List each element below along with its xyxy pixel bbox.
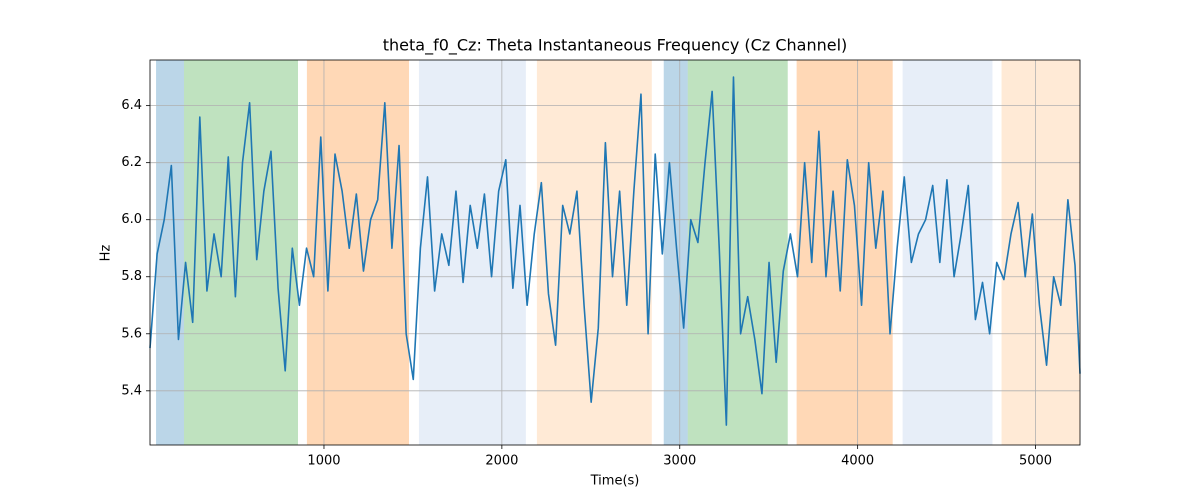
x-tick-label: 3000 (663, 454, 696, 469)
span (306, 60, 410, 445)
y-tick-label: 5.4 (121, 383, 142, 398)
x-tick-label: 2000 (485, 454, 518, 469)
y-tick-label: 5.8 (121, 269, 142, 284)
plot (149, 76, 1081, 426)
y-tick-label: 6.0 (121, 212, 142, 227)
data-line (149, 76, 1081, 426)
span (418, 60, 526, 445)
span (1001, 60, 1080, 445)
span (536, 60, 652, 445)
x-tick-label: 4000 (841, 454, 874, 469)
x-tick-label: 5000 (1019, 454, 1052, 469)
y-tick-label: 6.2 (121, 155, 142, 170)
axes-frame (149, 59, 1081, 446)
x-tick-label: 1000 (307, 454, 340, 469)
y-axis-label: Hz (99, 245, 114, 262)
span (183, 60, 299, 445)
chart-title: theta_f0_Cz: Theta Instantaneous Frequen… (383, 36, 848, 56)
ticks: 1000 2000 3000 4000 5000 5.4 5.6 5.8 6.0 6.2 6.4 (121, 98, 1052, 468)
x-axis-label: Time(s) (590, 474, 640, 489)
y-tick-label: 6.4 (121, 98, 142, 113)
spans (156, 60, 1080, 445)
span (902, 60, 993, 445)
span (663, 60, 688, 445)
y-tick-label: 5.6 (121, 326, 142, 341)
span (156, 60, 184, 445)
